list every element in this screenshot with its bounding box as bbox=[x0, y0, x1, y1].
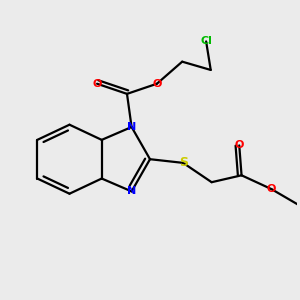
Text: O: O bbox=[92, 79, 102, 89]
Text: O: O bbox=[235, 140, 244, 150]
Text: S: S bbox=[178, 156, 188, 170]
Text: O: O bbox=[152, 79, 162, 89]
Text: N: N bbox=[127, 186, 136, 197]
Text: Cl: Cl bbox=[200, 36, 212, 46]
Text: O: O bbox=[267, 184, 276, 194]
Text: N: N bbox=[127, 122, 136, 132]
